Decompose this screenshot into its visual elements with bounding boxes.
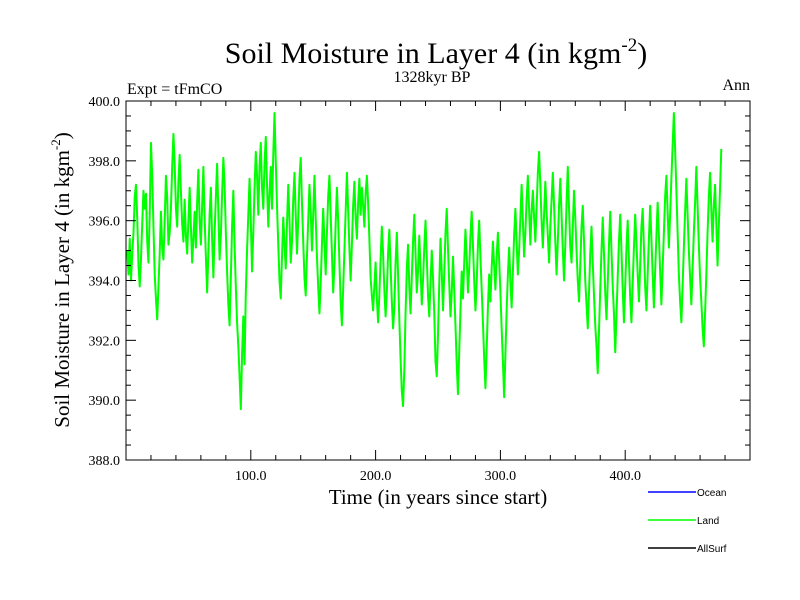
y-tick-label: 396.0 bbox=[89, 215, 121, 230]
legend-label-land: Land bbox=[697, 516, 719, 527]
y-tick-label: 390.0 bbox=[89, 394, 121, 409]
plot-area: 100.0 200.0 300.0 400.0 388.0 390.0 392.0 394.… bbox=[89, 95, 751, 484]
y-tick-label: 400.0 bbox=[89, 95, 121, 110]
legend-label-ocean: Ocean bbox=[697, 488, 726, 499]
x-axis-ticks: 100.0 200.0 300.0 400.0 bbox=[150, 101, 726, 484]
y-tick-label: 392.0 bbox=[89, 334, 121, 349]
y-tick-label: 398.0 bbox=[89, 155, 121, 170]
y-axis-ticks: 388.0 390.0 392.0 394.0 396.0 398.0 400.0 bbox=[89, 95, 750, 469]
series-line-land bbox=[126, 111, 723, 411]
x-tick-label: 300.0 bbox=[485, 469, 517, 484]
x-axis-label: Time (in years since start) bbox=[329, 485, 548, 509]
experiment-label: Expt = tFmCO bbox=[127, 81, 222, 98]
x-tick-label: 200.0 bbox=[360, 469, 392, 484]
series-layer bbox=[126, 111, 723, 411]
x-tick-label: 100.0 bbox=[235, 469, 267, 484]
legend: Ocean Land AllSurf bbox=[648, 488, 727, 555]
x-tick-label: 400.0 bbox=[609, 469, 641, 484]
legend-label-allsurf: AllSurf bbox=[697, 544, 727, 555]
y-tick-label: 388.0 bbox=[89, 454, 121, 469]
season-label: Ann bbox=[722, 77, 750, 94]
chart-title: Soil Moisture in Layer 4 (in kgm-2) bbox=[225, 35, 647, 70]
chart-subtitle: 1328kyr BP bbox=[394, 69, 471, 86]
y-axis-label: Soil Moisture in Layer 4 (in kgm-2) bbox=[48, 132, 74, 427]
y-tick-label: 394.0 bbox=[89, 275, 121, 290]
